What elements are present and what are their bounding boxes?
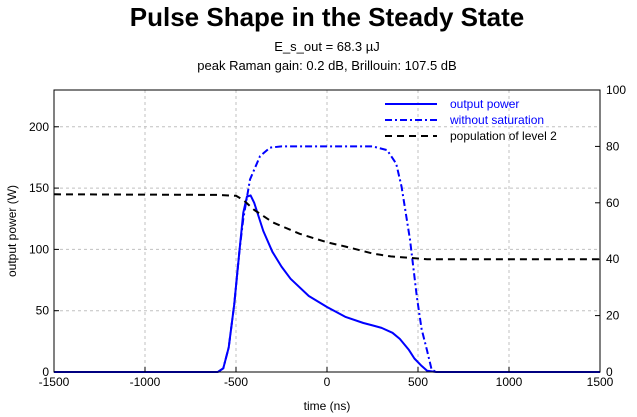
legend-label: without saturation [449,113,544,127]
x-axis-label: time (ns) [304,399,351,413]
ticks: -1500 -1000 -500 0 500 1000 150005010015020002… [29,83,626,389]
y-tick-label: 100 [29,242,49,256]
x-tick-label: -500 [224,375,248,389]
series-line-output-power [54,194,600,373]
x-tick-label: 1500 [587,375,614,389]
x-tick-label: 1000 [496,375,523,389]
legend: output power without saturation population… [385,97,557,143]
x-tick-label: 500 [408,375,428,389]
x-tick-label: -1000 [130,375,161,389]
y-tick-label: 200 [29,120,49,134]
x-tick-label: 0 [324,375,331,389]
series-line-without-saturation [54,145,600,373]
y2-tick-label: 100 [606,83,626,97]
y-axis-label: output power (W) [5,185,19,277]
legend-label: population of level 2 [450,129,557,143]
y2-tick-label: 60 [606,196,620,210]
y2-tick-label: 40 [606,252,620,266]
grid [54,90,600,372]
chart-title: Pulse Shape in the Steady State [130,2,524,32]
chart-subtitle-2: peak Raman gain: 0.2 dB, Brillouin: 107.… [197,58,456,73]
y-tick-label: 50 [36,304,50,318]
legend-label: output power [450,97,519,111]
y2-tick-label: 80 [606,139,620,153]
y-tick-label: 150 [29,181,49,195]
y-tick-label: 0 [42,365,49,379]
chart-subtitle-1: E_s_out = 68.3 µJ [274,39,379,54]
y2-tick-label: 0 [606,365,613,379]
x-tick-label: -1500 [39,375,70,389]
series-group [53,145,600,373]
y2-tick-label: 20 [606,309,620,323]
series-line-population-of-level-2 [53,193,600,261]
